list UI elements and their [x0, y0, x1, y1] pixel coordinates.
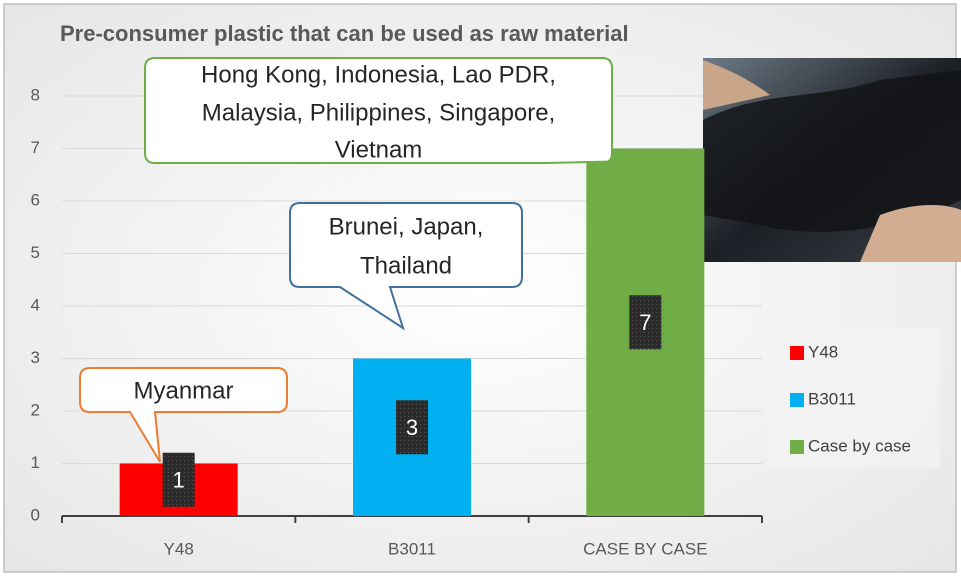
- y-tick-label: 7: [31, 138, 40, 157]
- y-tick-label: 2: [31, 400, 40, 419]
- data-label: 1: [173, 468, 185, 493]
- legend-swatch: [790, 346, 804, 360]
- callout-text: Thailand: [360, 252, 452, 279]
- chart: Pre-consumer plastic that can be used as…: [0, 0, 961, 577]
- chart-title: Pre-consumer plastic that can be used as…: [60, 21, 629, 46]
- callout-text: Myanmar: [133, 377, 233, 404]
- y-tick-label: 4: [31, 295, 40, 314]
- callout-text: Malaysia, Philippines, Singapore,: [202, 99, 556, 126]
- y-tick-label: 1: [31, 453, 40, 472]
- photo: [703, 58, 961, 262]
- legend-label: B3011: [808, 389, 856, 408]
- legend-swatch: [790, 440, 804, 454]
- callout-text: Vietnam: [335, 136, 423, 163]
- legend-swatch: [790, 393, 804, 407]
- legend-label: Y48: [808, 342, 838, 361]
- callout-text: Hong Kong, Indonesia, Lao PDR,: [201, 61, 556, 88]
- y-tick-label: 3: [31, 348, 40, 367]
- x-tick-label: CASE BY CASE: [583, 539, 707, 558]
- legend-label: Case by case: [808, 436, 911, 455]
- x-tick-label: B3011: [388, 539, 436, 558]
- x-tick-label: Y48: [164, 539, 194, 558]
- y-tick-label: 6: [31, 190, 40, 209]
- y-tick-label: 5: [31, 243, 40, 262]
- y-tick-label: 0: [31, 505, 40, 524]
- data-label: 3: [406, 415, 418, 440]
- callout-text: Brunei, Japan,: [329, 213, 484, 240]
- data-label: 7: [639, 310, 651, 335]
- y-tick-label: 8: [31, 85, 40, 104]
- legend: Y48 B3011 Case by case: [768, 328, 940, 468]
